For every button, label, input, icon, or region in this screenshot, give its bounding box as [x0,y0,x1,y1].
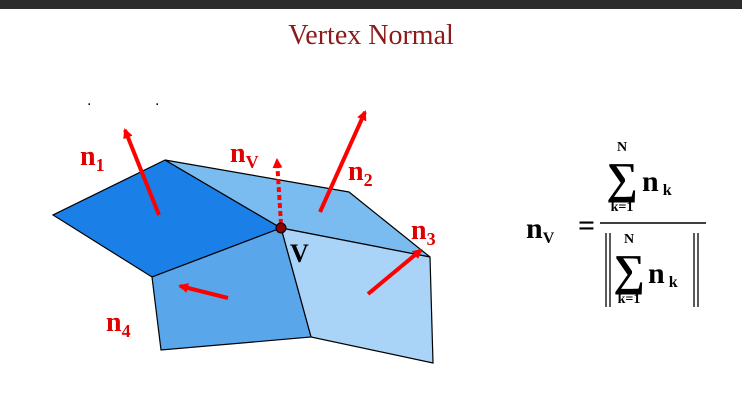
normal-arrow-1 [123,128,161,216]
face-4 [151,227,312,351]
denominator-sigma: ∑ [613,246,644,295]
formula-equals: = [578,209,595,242]
label-n4: n4 [106,307,131,341]
numerator-upper-limit: N [617,140,627,155]
normal-arrow-3 [366,248,423,296]
vertex-point [275,222,287,234]
numerator-sigma: ∑ [606,154,637,203]
label-n3: n3 [411,215,436,249]
label-vertex: V [290,239,309,268]
numerator-lower-limit: k=1 [611,200,634,215]
label-n2: n2 [348,156,373,190]
vertex-normal-arrow [272,158,283,225]
formula-lhs: nV [526,212,555,247]
decorative-dots: .. [87,92,223,110]
dot: . [155,92,160,109]
dot: . [87,92,92,109]
top-bar [0,0,742,9]
denominator-upper-limit: N [624,232,634,247]
label-nv: nV [230,138,259,172]
denominator-lower-limit: k=1 [618,292,641,307]
normal-arrow-4 [178,283,229,300]
label-n1: n1 [80,141,105,175]
slide-title: Vertex Normal [288,20,454,51]
normal-arrow-2 [318,110,367,213]
